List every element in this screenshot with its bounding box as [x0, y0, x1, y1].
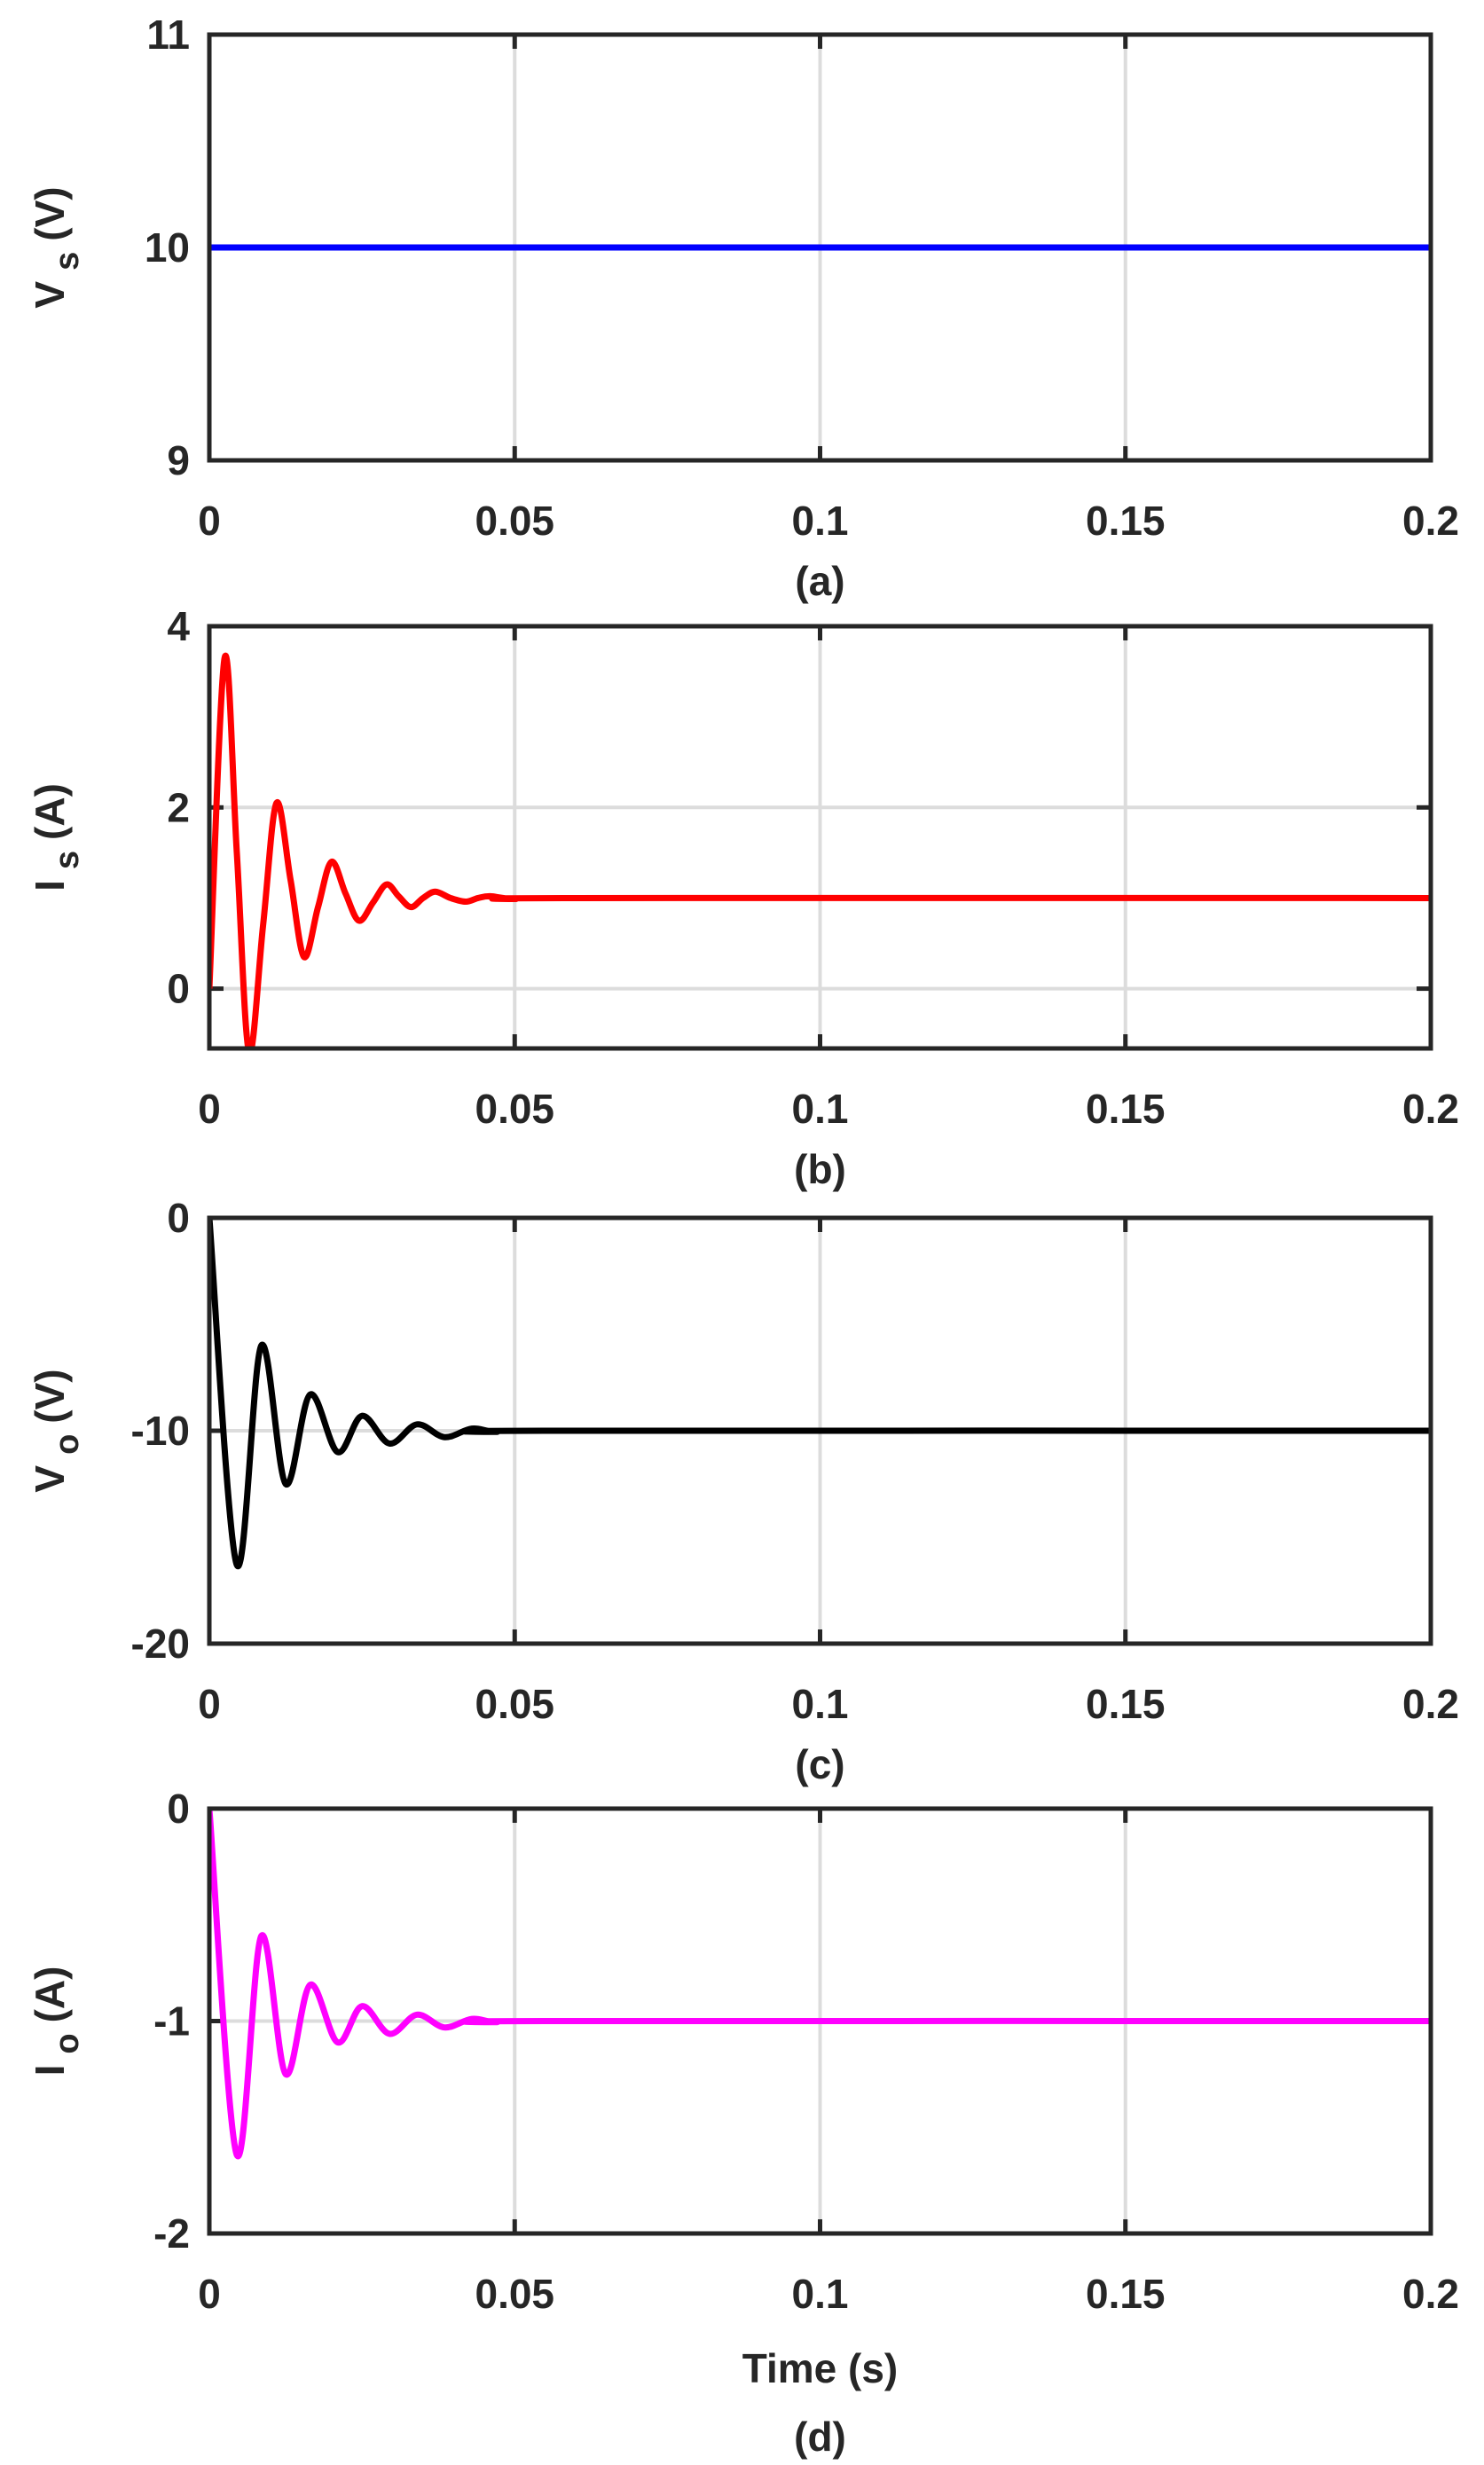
- y-tick-label: 11: [146, 12, 190, 58]
- x-tick-label: 0.05: [475, 1086, 554, 1132]
- y-axis-label: Vo (V): [27, 1369, 86, 1492]
- panel: 0 0.05 0.1 0.15 0.2 -2 -1 0 Io (A) Time (s) (d): [27, 1786, 1459, 2460]
- y-label-unit: (A): [27, 783, 73, 840]
- caption: (d): [794, 2414, 846, 2460]
- x-tick-label: 0.1: [792, 498, 849, 544]
- x-tick-label: 0.15: [1086, 2271, 1166, 2317]
- y-tick-label: 0: [167, 1786, 190, 1832]
- y-label-main: I: [27, 880, 73, 891]
- y-label-sub: s: [49, 851, 86, 869]
- x-tick-label: 0.2: [1402, 1086, 1459, 1132]
- y-tick-label: 4: [167, 603, 190, 649]
- x-tick-label: 0.15: [1086, 1086, 1166, 1132]
- y-axis-label: Is (A): [27, 783, 86, 891]
- y-tick-label: 10: [145, 224, 190, 271]
- x-tick-label: 0: [198, 2271, 221, 2317]
- x-tick-label: 0.1: [792, 2271, 849, 2317]
- data-line: [209, 1218, 1431, 1570]
- y-tick-label: -20: [131, 1621, 190, 1667]
- y-tick-label: -1: [153, 1998, 190, 2045]
- x-tick-label: 0.2: [1402, 1681, 1459, 1727]
- x-tick-label: 0.15: [1086, 498, 1166, 544]
- y-label-unit: (V): [27, 186, 73, 240]
- y-axis-label: Vs (V): [27, 186, 86, 308]
- lines: [209, 1809, 1431, 2160]
- y-label-sub: o: [49, 1434, 86, 1455]
- frame: [207, 1806, 1433, 2236]
- caption: (b): [794, 1146, 846, 1192]
- y-tick-label: 2: [167, 784, 190, 830]
- x-tick-label: 0.1: [792, 1681, 849, 1727]
- y-tick-label: -10: [131, 1408, 190, 1454]
- panel: 0 0.05 0.1 0.15 0.2 -20 -10 0 Vo (V) (c): [27, 1195, 1459, 1787]
- x-tick-label: 0.05: [475, 2271, 554, 2317]
- panel: 0 0.05 0.1 0.15 0.2 9 10 11 Vs (V) (a): [27, 12, 1459, 604]
- y-tick-label: 9: [167, 437, 190, 483]
- x-axis-label: Time (s): [742, 2345, 899, 2391]
- x-tick-label: 0.1: [792, 1086, 849, 1132]
- y-label-unit: (V): [27, 1369, 73, 1423]
- frame: [207, 1215, 1433, 1646]
- x-tick-label: 0.05: [475, 498, 554, 544]
- y-label-sub: o: [49, 2033, 86, 2053]
- x-tick-label: 0: [198, 1086, 221, 1132]
- x-tick-label: 0.2: [1402, 498, 1459, 544]
- lines: [209, 652, 1431, 1048]
- y-tick-label: -2: [153, 2210, 190, 2257]
- y-axis-label: Io (A): [27, 1967, 86, 2076]
- x-tick-label: 0: [198, 498, 221, 544]
- y-label-main: I: [27, 2065, 73, 2076]
- x-tick-label: 0.05: [475, 1681, 554, 1727]
- y-label-main: V: [27, 281, 73, 309]
- y-tick-label: 0: [167, 1195, 190, 1241]
- data-line: [209, 652, 1431, 1048]
- x-tick-label: 0.15: [1086, 1681, 1166, 1727]
- frame: [207, 624, 1433, 1051]
- frame: [207, 32, 1433, 463]
- data-line: [209, 1809, 1431, 2160]
- caption: (c): [795, 1741, 844, 1787]
- y-label-unit: (A): [27, 1967, 73, 2023]
- y-tick-label: 0: [167, 966, 190, 1012]
- x-tick-label: 0.2: [1402, 2271, 1459, 2317]
- lines: [209, 1218, 1431, 1570]
- x-tick-label: 0: [198, 1681, 221, 1727]
- y-label-main: V: [27, 1465, 73, 1493]
- panel: 0 0.05 0.1 0.15 0.2 0 2 4 Is (A) (b): [27, 603, 1459, 1192]
- y-label-sub: s: [49, 252, 86, 271]
- caption: (a): [795, 558, 844, 604]
